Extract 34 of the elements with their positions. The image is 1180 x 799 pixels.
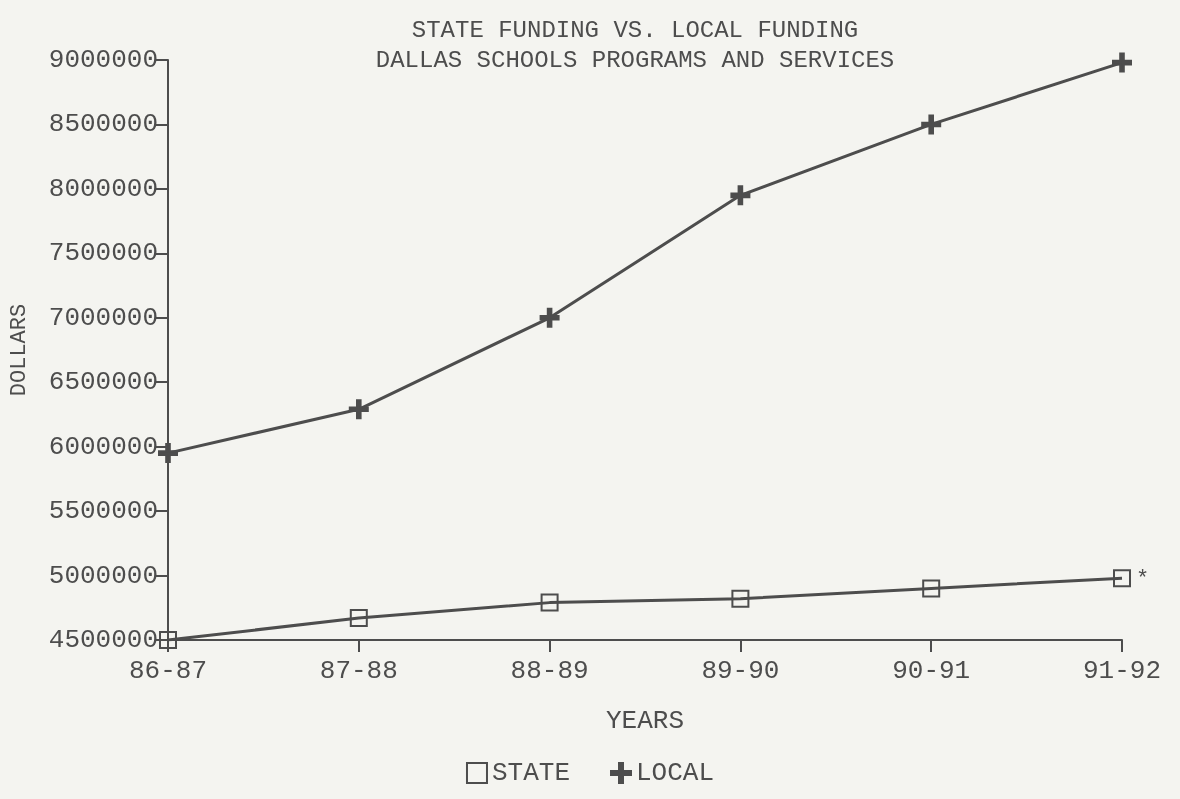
y-tick-label: 7500000 (48, 238, 158, 269)
legend-label: STATE (491, 758, 570, 788)
x-tick-label: 89-90 (701, 656, 780, 686)
point (159, 631, 177, 649)
chart-title: STATE FUNDING VS. LOCAL FUNDING DALLAS SCHOOLS PROGRAMS AND SERVICES (375, 16, 895, 74)
point (1112, 52, 1132, 73)
y-axis-title: DOLLARS (6, 303, 32, 397)
x-tick-label: 90-91 (892, 656, 971, 686)
point (348, 399, 369, 420)
x-tick-label: 86-87 (128, 656, 208, 686)
x-tick-label: 87-88 (319, 656, 398, 686)
y-tick-label: 6000000 (48, 431, 158, 462)
y-tick-label: 6500000 (48, 367, 158, 398)
point (730, 185, 751, 206)
point (921, 114, 942, 135)
legend-label: LOCAL (636, 758, 715, 788)
y-tick-label: 5000000 (48, 560, 158, 591)
point (540, 593, 559, 612)
y-tick-label: 8000000 (48, 173, 158, 204)
point (1113, 569, 1131, 588)
point (922, 579, 941, 598)
point (349, 609, 368, 628)
y-tick-label: 5500000 (48, 496, 158, 527)
y-tick-label: 8500000 (48, 109, 158, 140)
point (539, 307, 560, 328)
y-tick-label: 9000000 (48, 45, 158, 75)
point (731, 589, 750, 608)
y-tick-label: 7000000 (48, 302, 158, 333)
x-tick-label: 88-89 (510, 656, 589, 686)
point (158, 443, 178, 464)
annotation: * (1136, 566, 1150, 592)
y-tick-label: 4500000 (48, 625, 158, 655)
x-tick-label: 91-92 (1082, 656, 1162, 686)
x-axis-title: YEARS (605, 706, 685, 736)
